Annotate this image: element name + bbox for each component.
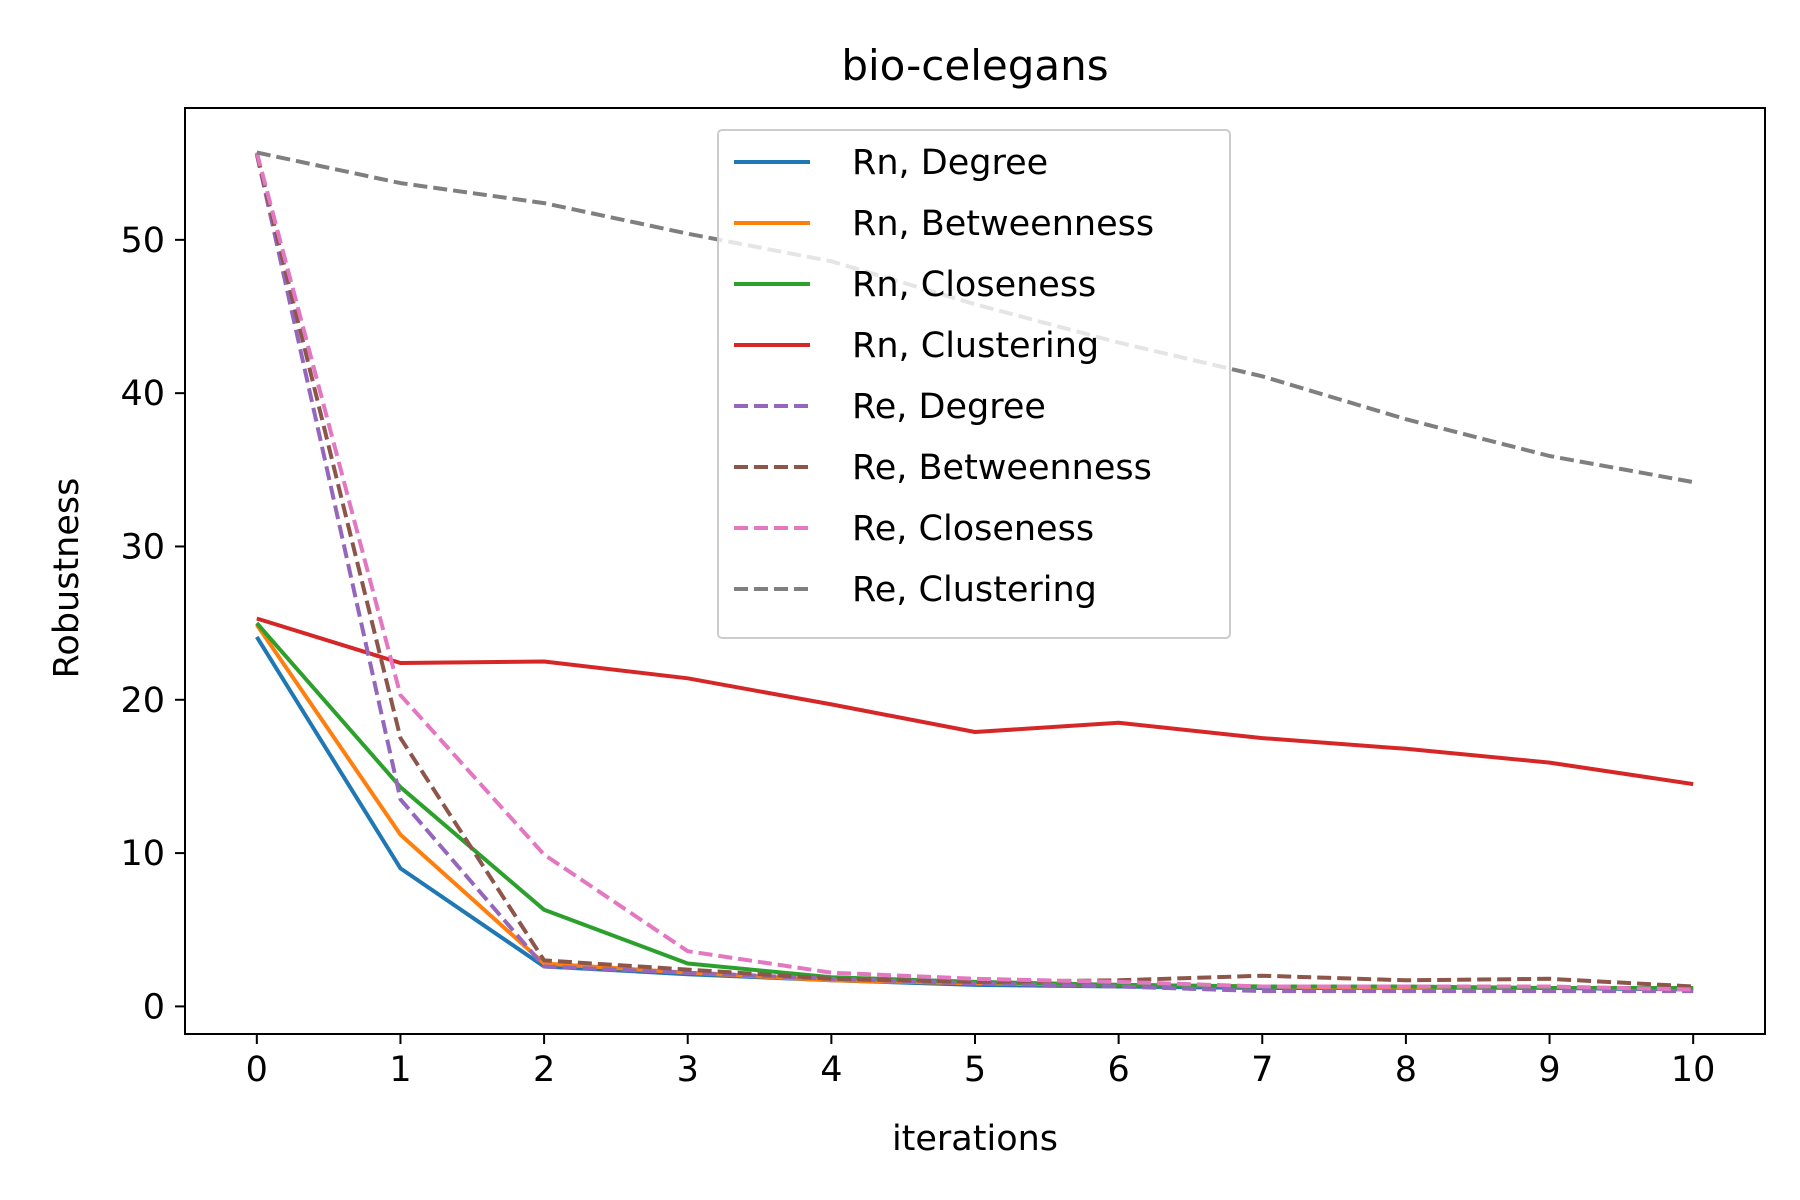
x-tick-label: 3 [677, 1050, 699, 1090]
y-tick-label: 0 [143, 987, 165, 1027]
legend-label: Re, Closeness [852, 509, 1094, 549]
chart-title: bio-celegans [841, 41, 1108, 90]
legend: Rn, Degree Rn, Betweenness Rn, Closeness Rn… [717, 129, 1231, 639]
y-tick-label: 40 [120, 374, 165, 414]
x-tick-label: 1 [389, 1050, 411, 1090]
series-line-re-degree [254, 153, 1694, 994]
y-tick-label: 50 [120, 221, 165, 261]
x-tick-label: 2 [533, 1050, 555, 1090]
legend-label: Rn, Betweenness [852, 204, 1154, 244]
legend-label: Re, Clustering [852, 570, 1097, 610]
legend-label: Re, Betweenness [852, 448, 1152, 488]
series-line-re-clustering [256, 150, 1694, 485]
x-tick-label: 8 [1395, 1050, 1417, 1090]
x-tick-label: 9 [1538, 1050, 1560, 1090]
y-axis: 0 10 20 30 40 50 [120, 221, 185, 1027]
y-tick-label: 10 [120, 834, 165, 874]
y-axis-label: Robustness [47, 478, 87, 679]
legend-label: Rn, Closeness [852, 265, 1096, 305]
x-axis: 0 1 2 3 4 5 6 7 8 9 10 [246, 1034, 1716, 1090]
x-tick-label: 4 [820, 1050, 842, 1090]
legend-label: Rn, Degree [852, 143, 1048, 183]
legend-label: Re, Degree [852, 387, 1046, 427]
series-line-re-closeness [254, 151, 1694, 992]
series-line-rn-clustering [256, 616, 1694, 787]
x-tick-label: 6 [1107, 1050, 1129, 1090]
y-tick-label: 20 [120, 681, 165, 721]
legend-box [717, 129, 1231, 639]
legend-label: Rn, Clustering [852, 326, 1099, 366]
x-tick-label: 5 [964, 1050, 986, 1090]
x-tick-label: 0 [246, 1050, 268, 1090]
x-axis-label: iterations [892, 1119, 1058, 1159]
x-tick-label: 10 [1671, 1050, 1716, 1090]
plot-area [254, 150, 1694, 994]
y-tick-label: 30 [120, 527, 165, 567]
x-tick-label: 7 [1251, 1050, 1273, 1090]
